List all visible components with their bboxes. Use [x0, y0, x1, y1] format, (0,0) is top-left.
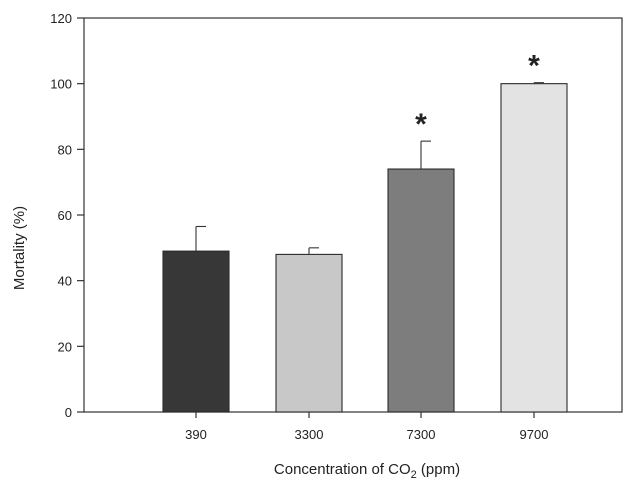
- y-tick-label: 120: [50, 11, 72, 26]
- significance-marker: *: [415, 108, 427, 141]
- x-tick-label: 3300: [295, 427, 324, 442]
- y-tick-label: 80: [58, 142, 72, 157]
- y-axis-label: Mortality (%): [11, 206, 28, 290]
- y-tick-label: 100: [50, 77, 72, 92]
- y-tick-label: 0: [65, 405, 72, 420]
- y-tick-label: 20: [58, 339, 72, 354]
- bar: [162, 250, 230, 413]
- x-axis-label-subscript: 2: [411, 469, 417, 479]
- x-axis-label-main: Concentration of CO: [274, 461, 411, 478]
- x-tick-label: 390: [185, 427, 207, 442]
- x-tick-label: 9700: [520, 427, 549, 442]
- plot-area: 0 20 40 60 80 100 120 390 3300 7300 * 9700 *: [50, 11, 623, 442]
- bar: [387, 168, 455, 413]
- x-tick-label: 7300: [407, 427, 436, 442]
- y-tick-label: 40: [58, 274, 72, 289]
- x-axis-label-suffix: (ppm): [417, 461, 460, 478]
- bar: [500, 83, 568, 413]
- x-axis-label: Concentration of CO2 (ppm): [274, 461, 460, 479]
- significance-marker: *: [528, 50, 540, 83]
- bar: [275, 253, 343, 413]
- y-tick-label: 60: [58, 208, 72, 223]
